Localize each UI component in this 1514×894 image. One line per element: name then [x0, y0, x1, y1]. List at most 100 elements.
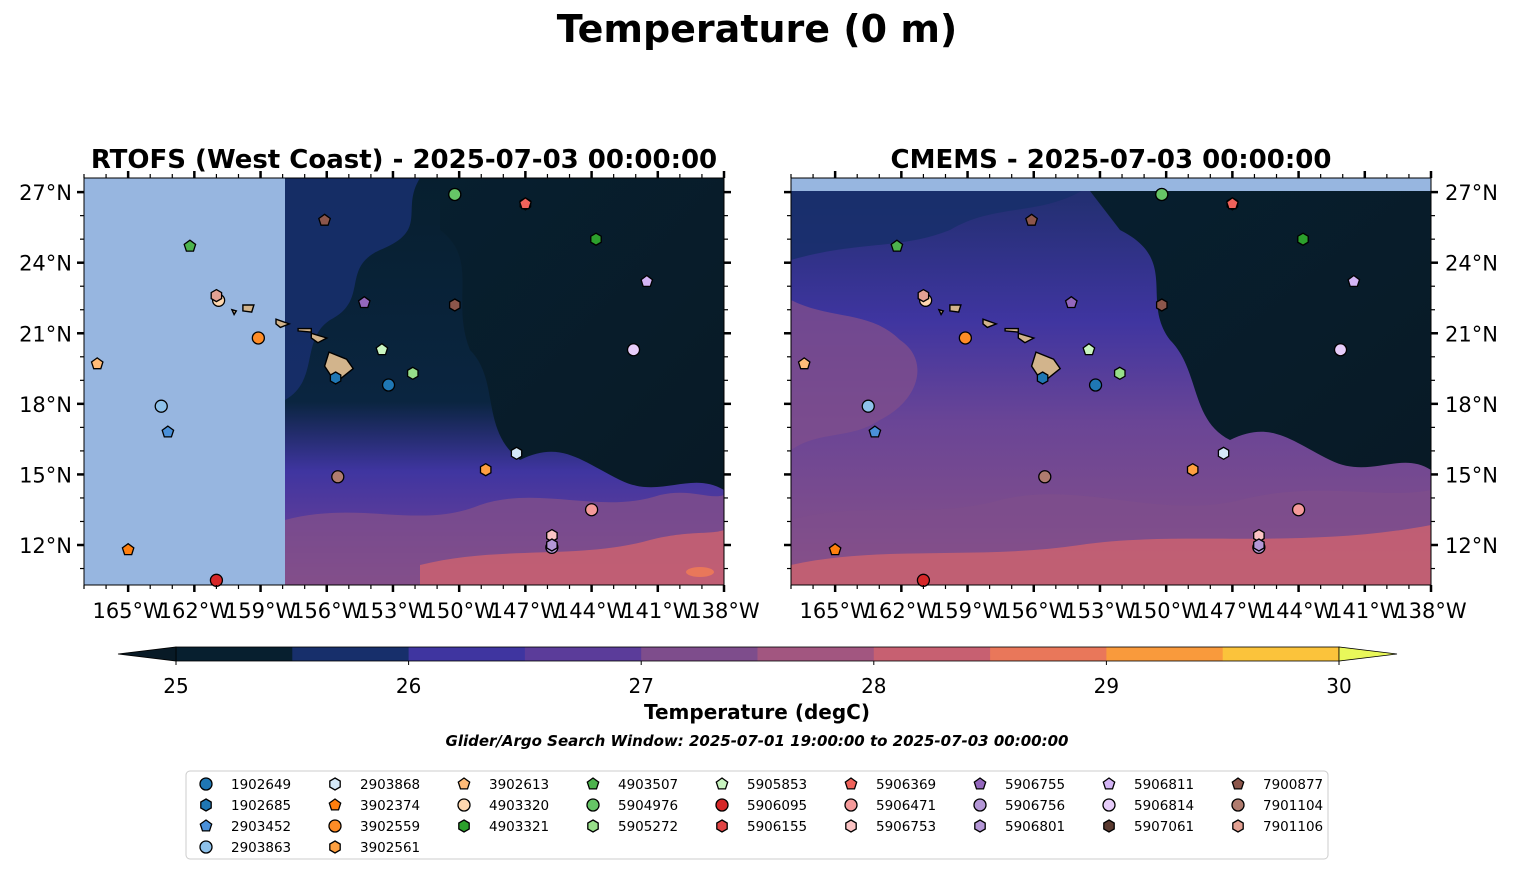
cmems-north-cool-region — [791, 178, 1100, 260]
legend-marker-5906755 — [973, 777, 987, 790]
legend-marker-4903321 — [458, 819, 470, 833]
legend-label: 3902559 — [360, 819, 420, 835]
cmems-map-panel: CMEMS - 2025-07-03 00:00:00 165°W162°W15… — [784, 145, 1498, 623]
latitude-tick-label: 12°N — [1445, 534, 1498, 558]
float-marker-5906369 — [1225, 197, 1239, 210]
colorbar-segment — [292, 647, 410, 661]
longitude-tick-label: 141°W — [622, 599, 694, 623]
legend-label: 5905272 — [618, 819, 678, 835]
legend-label: 2903868 — [360, 777, 420, 793]
legend-marker-3902561 — [329, 840, 341, 854]
float-marker-1902685 — [1036, 371, 1049, 385]
legend-marker-5906814 — [1102, 798, 1116, 812]
legend-item-1902685: 1902685 — [200, 798, 291, 814]
legend-marker-5906095 — [715, 798, 729, 812]
legend-item-4903321: 4903321 — [458, 819, 549, 835]
legend-item-5906756: 5906756 — [973, 798, 1065, 814]
legend-frame — [185, 770, 1329, 860]
rtofs-float-markers — [90, 187, 654, 587]
float-marker-3902613 — [797, 357, 811, 370]
colorbar-segment — [757, 647, 875, 661]
legend-label: 5906471 — [876, 798, 936, 814]
figure-title: Temperature (0 m) — [557, 7, 958, 51]
legend-label: 5906801 — [1005, 819, 1065, 835]
legend-item-4903320: 4903320 — [457, 798, 549, 814]
float-marker-5906801 — [546, 538, 558, 552]
legend-label: 7900877 — [1263, 777, 1323, 793]
island-niihau — [937, 308, 945, 316]
latitude-tick-label: 27°N — [1445, 181, 1498, 205]
island-maui — [310, 332, 329, 344]
longitude-tick-label: 159°W — [225, 599, 297, 623]
legend-item-2903868: 2903868 — [329, 777, 420, 793]
rtofs-warm-pool — [285, 178, 420, 400]
legend-marker-5905272 — [587, 819, 599, 833]
legend-label: 5906811 — [1134, 777, 1194, 793]
rtofs-south-hot-band — [420, 530, 724, 585]
cmems-panel-title: CMEMS - 2025-07-03 00:00:00 — [891, 145, 1332, 175]
legend-marker-3902559 — [328, 819, 342, 833]
search-window-subtitle: Glider/Argo Search Window: 2025-07-01 19… — [446, 732, 1069, 750]
longitude-tick-label: 144°W — [1263, 599, 1335, 623]
legend-label: 5906095 — [747, 798, 807, 814]
legend-label: 3902613 — [489, 777, 549, 793]
colorbar-tick-labels: 25 26 27 28 29 30 — [163, 661, 1352, 698]
latitude-tick-label: 24°N — [19, 252, 72, 276]
legend-item-2903452: 2903452 — [199, 819, 291, 835]
rtofs-hot-spot — [686, 567, 714, 577]
longitude-tick-label: 144°W — [556, 599, 628, 623]
float-marker-4903507 — [183, 239, 197, 252]
legend-marker-5906155 — [716, 819, 728, 833]
float-marker-7900877 — [318, 213, 332, 226]
legend-marker-2903868 — [329, 777, 341, 791]
float-marker-2903868 — [1217, 446, 1230, 461]
latitude-tick-label: 15°N — [19, 463, 72, 487]
rtofs-hawaiian-islands — [230, 304, 355, 384]
float-marker-5906814 — [1333, 343, 1348, 357]
legend-marker-3902613 — [457, 777, 471, 790]
legend-item-7900877: 7900877 — [1231, 777, 1323, 793]
legend-marker-7900877 — [1231, 777, 1245, 790]
float-marker-5905853 — [1082, 342, 1096, 356]
latitude-tick-label: 24°N — [1445, 252, 1498, 276]
longitude-tick-label: 141°W — [1329, 599, 1401, 623]
colorbar-over-arrow — [1338, 646, 1398, 662]
legend-marker-5906471 — [844, 798, 858, 812]
float-marker-2903452 — [868, 425, 882, 438]
legend-marker-5905853 — [715, 777, 729, 790]
cmems-east-cold-region — [1080, 178, 1431, 470]
rtofs-panel-title: RTOFS (West Coast) - 2025-07-03 00:00:00 — [91, 145, 717, 175]
colorbar-segment — [873, 647, 991, 661]
colorbar-tick-label: 25 — [163, 674, 188, 698]
legend-item-1902649: 1902649 — [199, 777, 291, 793]
float-marker-3902374 — [121, 542, 135, 556]
legend-item-5906811: 5906811 — [1102, 777, 1194, 793]
longitude-tick-label: 138°W — [688, 599, 760, 623]
legend-label: 1902685 — [231, 798, 291, 814]
legend-marker-2903863 — [199, 840, 213, 854]
float-marker-3902561 — [479, 462, 492, 477]
legend-marker-5906801 — [974, 819, 986, 833]
float-marker-3902613 — [90, 357, 104, 370]
colorbar-segments — [175, 646, 1340, 662]
island-oahu — [275, 318, 292, 329]
longitude-tick-label: 162°W — [159, 599, 231, 623]
legend-label: 3902561 — [360, 840, 420, 856]
legend-label: 2903863 — [231, 840, 291, 856]
legend-item-2903863: 2903863 — [199, 840, 291, 856]
legend-label: 4903507 — [618, 777, 678, 793]
float-marker-7900877 — [1025, 213, 1039, 226]
legend-marker-4903320 — [457, 798, 471, 812]
rtofs-map-panel: RTOFS (West Coast) - 2025-07-03 00:00:00… — [19, 145, 760, 623]
latitude-tick-label: 15°N — [1445, 463, 1498, 487]
legend-items: 1902649 1902685 2903452 2903863 2903868 39023… — [199, 777, 1323, 856]
float-marker-4903321 — [590, 232, 602, 246]
legend-marker-5906369 — [844, 777, 858, 790]
legend-item-5906755: 5906755 — [973, 777, 1065, 793]
legend-label: 3902374 — [360, 798, 420, 814]
float-marker-5905272 — [406, 366, 419, 381]
legend-label: 5906753 — [876, 819, 936, 835]
colorbar-segment — [990, 647, 1107, 661]
rtofs-latitude-ticks: 27°N 24°N 21°N 18°N 15°N 12°N — [19, 181, 731, 570]
rtofs-map-frame — [83, 177, 725, 586]
